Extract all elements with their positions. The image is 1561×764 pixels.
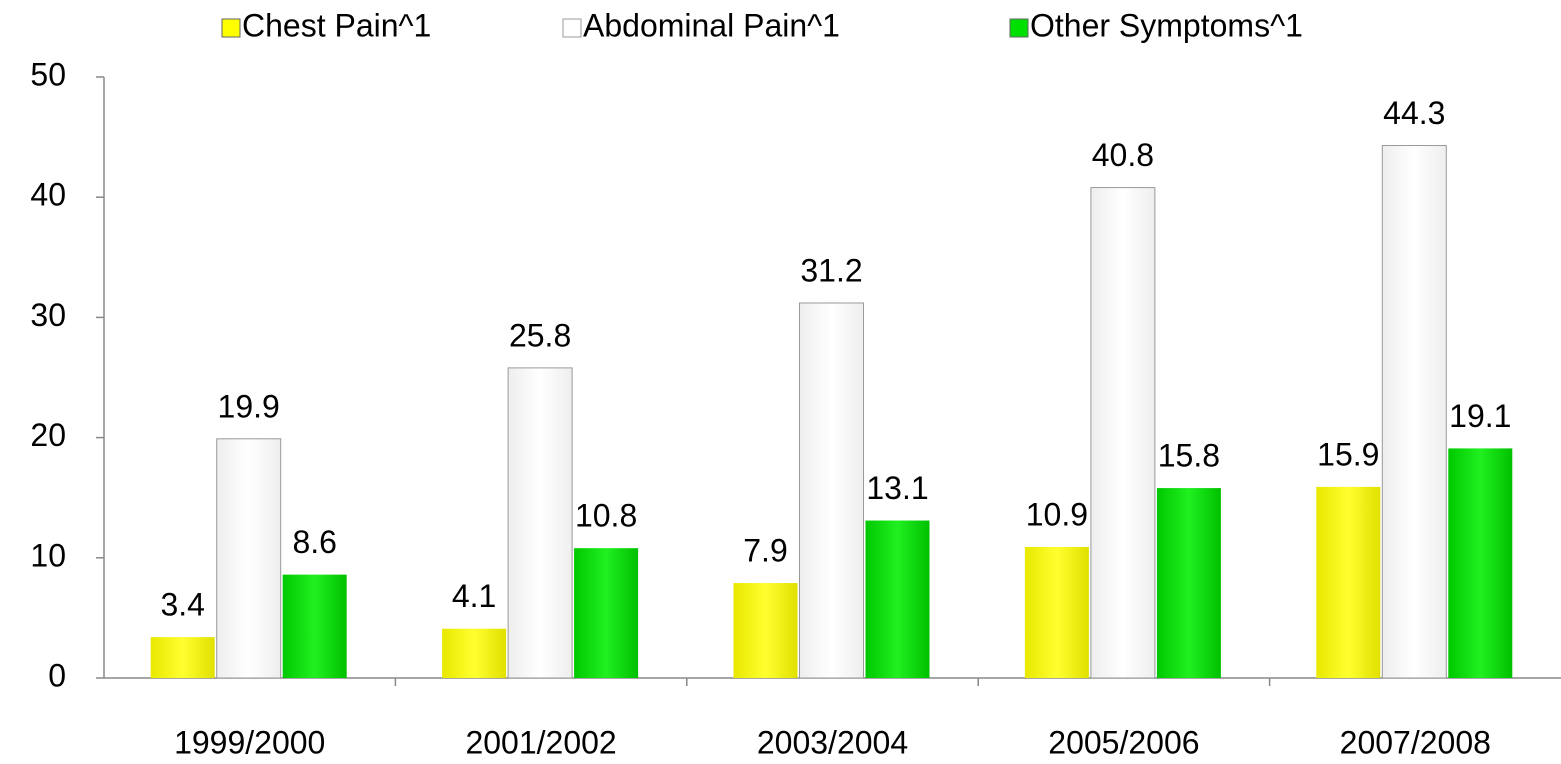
y-tick-label: 40 — [30, 177, 66, 213]
data-label: 40.8 — [1092, 137, 1154, 173]
data-label: 8.6 — [292, 524, 336, 560]
bar — [574, 548, 639, 678]
data-label: 7.9 — [743, 532, 787, 568]
bar — [507, 367, 573, 679]
bar — [1448, 448, 1513, 678]
data-label: 44.3 — [1383, 95, 1445, 131]
data-label: 25.8 — [509, 317, 571, 353]
bar — [733, 583, 798, 678]
data-label: 15.8 — [1158, 438, 1220, 474]
data-label: 13.1 — [866, 470, 928, 506]
bar — [1316, 486, 1381, 678]
bar — [1381, 145, 1447, 679]
bar — [1156, 488, 1221, 678]
x-tick-label: 2005/2006 — [1048, 724, 1199, 760]
data-label: 10.9 — [1026, 496, 1088, 532]
legend-label: Abdominal Pain^1 — [583, 7, 840, 43]
bar — [442, 628, 507, 678]
data-label: 10.8 — [575, 498, 637, 534]
data-label: 4.1 — [452, 578, 496, 614]
bar — [799, 302, 864, 679]
bar — [216, 438, 282, 679]
legend-swatch — [221, 18, 241, 38]
bar — [282, 574, 347, 678]
legend-label: Other Symptoms^1 — [1030, 7, 1303, 43]
x-tick-label: 2001/2002 — [465, 724, 616, 760]
legend-swatch — [1009, 18, 1029, 38]
legend-swatch — [562, 18, 582, 38]
data-label: 15.9 — [1317, 436, 1379, 472]
x-tick-label: 2007/2008 — [1340, 724, 1491, 760]
data-label: 3.4 — [160, 587, 204, 623]
y-tick-label: 20 — [30, 417, 66, 453]
x-tick-label: 2003/2004 — [757, 724, 908, 760]
x-tick-label: 1999/2000 — [174, 724, 325, 760]
data-label: 31.2 — [800, 252, 862, 288]
data-label: 19.9 — [218, 388, 280, 424]
y-tick-label: 50 — [30, 56, 66, 92]
bar — [1024, 546, 1089, 678]
y-tick-label: 10 — [30, 537, 66, 573]
bar — [1090, 187, 1156, 679]
legend-label: Chest Pain^1 — [242, 7, 431, 43]
data-label: 19.1 — [1449, 398, 1511, 434]
bar — [150, 637, 215, 678]
y-tick-label: 30 — [30, 297, 66, 333]
y-tick-label: 0 — [48, 657, 66, 693]
bar — [865, 520, 930, 678]
